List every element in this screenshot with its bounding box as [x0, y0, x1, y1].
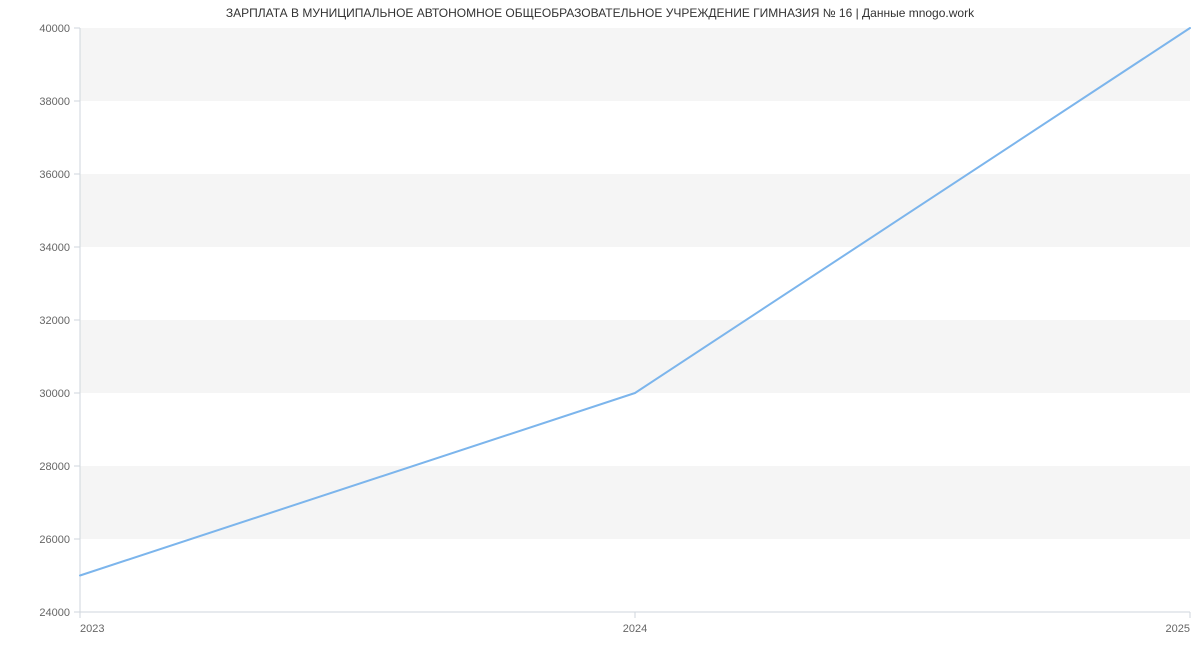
chart-svg: 24000 26000 28000 30000 32000 34000 36000 38000… — [0, 0, 1200, 650]
y-tick-label: 28000 — [39, 461, 70, 473]
y-tick-label: 38000 — [39, 96, 70, 108]
y-tick-label: 24000 — [39, 607, 70, 619]
x-tick-label: 2025 — [1166, 623, 1190, 635]
y-tick-label: 26000 — [39, 534, 70, 546]
y-tick-label: 30000 — [39, 388, 70, 400]
y-tick-label: 34000 — [39, 242, 70, 254]
x-tick-label: 2023 — [80, 623, 104, 635]
x-tick-label: 2024 — [623, 623, 647, 635]
y-tick-label: 40000 — [39, 23, 70, 35]
y-tick-label: 32000 — [39, 315, 70, 327]
y-tick-label: 36000 — [39, 169, 70, 181]
salary-line-chart: ЗАРПЛАТА В МУНИЦИПАЛЬНОЕ АВТОНОМНОЕ ОБЩЕ… — [0, 0, 1200, 650]
chart-title: ЗАРПЛАТА В МУНИЦИПАЛЬНОЕ АВТОНОМНОЕ ОБЩЕ… — [0, 6, 1200, 20]
